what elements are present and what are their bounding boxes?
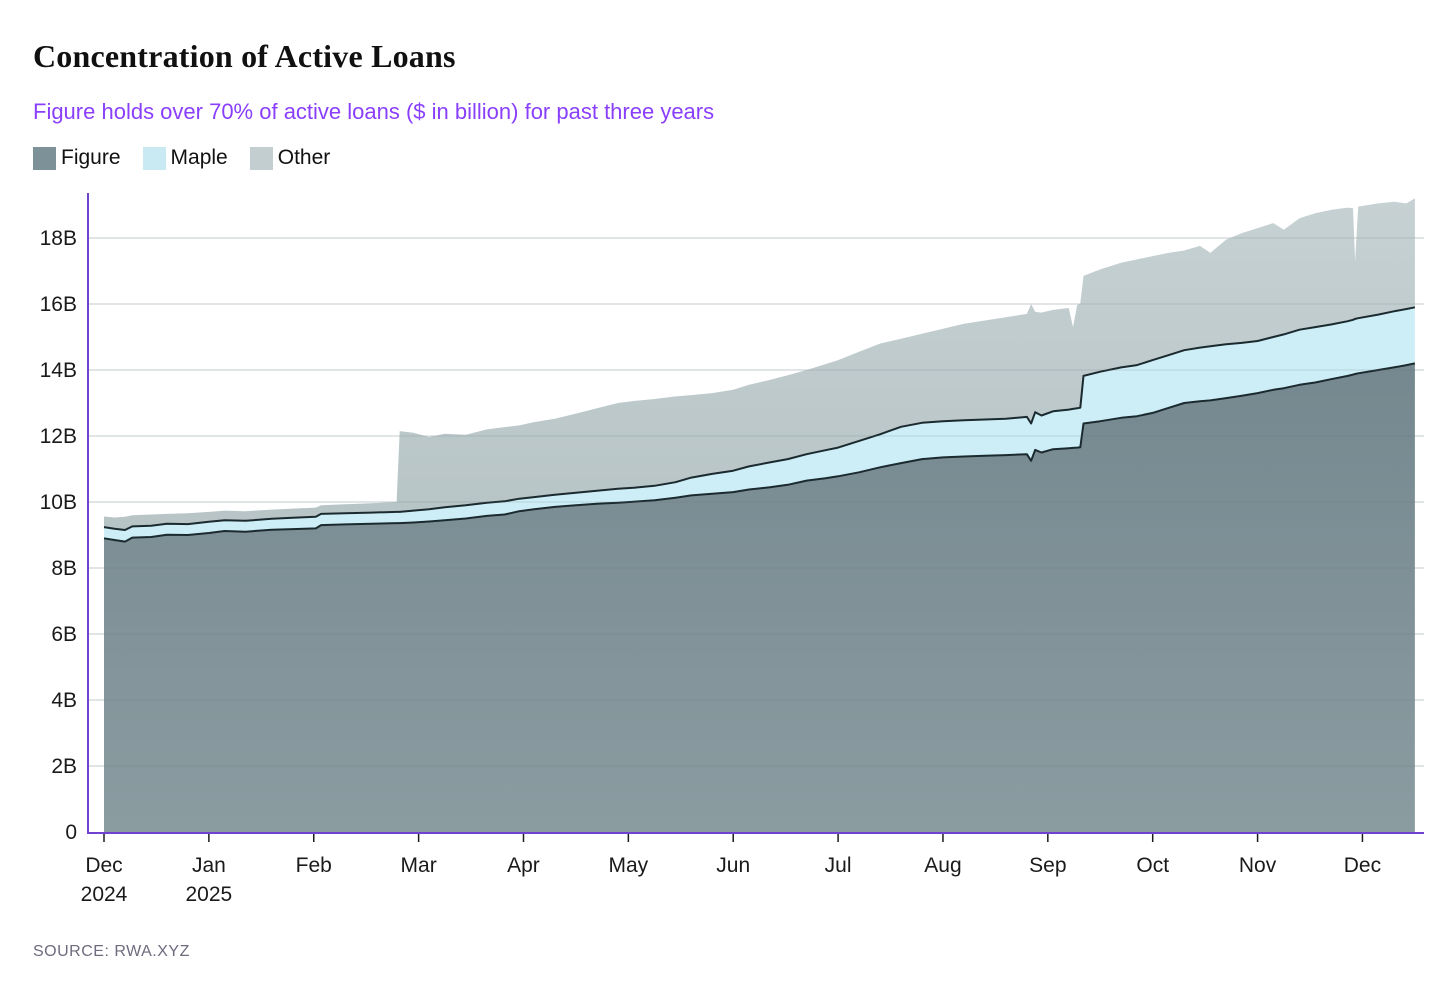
area-other (104, 198, 1415, 530)
y-tick-label: 4B (51, 689, 77, 712)
legend-swatch-figure (33, 146, 56, 170)
legend: Figure Maple Other (33, 146, 330, 170)
y-tick-label: 18B (40, 227, 77, 250)
maple-top-boundary-line (103, 306, 1416, 531)
x-tick-label: Jul (825, 854, 852, 877)
x-tick-label: Jan (192, 854, 226, 877)
figure-top-boundary-line (103, 362, 1416, 543)
legend-item-figure: Figure (33, 146, 121, 170)
y-tick-label: 2B (51, 755, 77, 778)
area-figure (104, 363, 1415, 832)
y-tick-label: 6B (51, 623, 77, 646)
y-tick-label: 10B (40, 491, 77, 514)
x-tick-label: Nov (1239, 854, 1277, 877)
y-tick-label: 14B (40, 359, 77, 382)
x-year-label: 2024 (81, 883, 128, 906)
legend-label-other: Other (277, 146, 331, 169)
x-tick-label: May (609, 854, 649, 877)
x-tick-label: Aug (924, 854, 961, 877)
x-tick-label: Feb (296, 854, 332, 877)
x-tick-label: Apr (507, 854, 540, 877)
legend-item-maple: Maple (142, 146, 228, 170)
y-tick-label: 0 (65, 821, 77, 844)
legend-swatch-maple (142, 146, 166, 170)
chart-subtitle: Figure holds over 70% of active loans ($… (33, 99, 715, 124)
x-tick-label: Dec (85, 854, 122, 877)
x-tick-label: Oct (1136, 854, 1169, 877)
y-tick-label: 16B (40, 293, 77, 316)
source-attribution: SOURCE: RWA.XYZ (33, 943, 190, 960)
legend-label-maple: Maple (170, 146, 228, 169)
x-tick-label: Jun (716, 854, 750, 877)
legend-swatch-other (249, 146, 273, 170)
x-tick-label: Dec (1344, 854, 1381, 877)
legend-label-figure: Figure (61, 146, 121, 169)
x-tick-label: Mar (401, 854, 437, 877)
y-tick-label: 12B (40, 425, 77, 448)
x-tick-label: Sep (1029, 854, 1066, 877)
legend-item-other: Other (249, 146, 331, 170)
x-year-label: 2025 (186, 883, 233, 906)
page-title: Concentration of Active Loans (33, 38, 456, 74)
y-tick-label: 8B (51, 557, 77, 580)
